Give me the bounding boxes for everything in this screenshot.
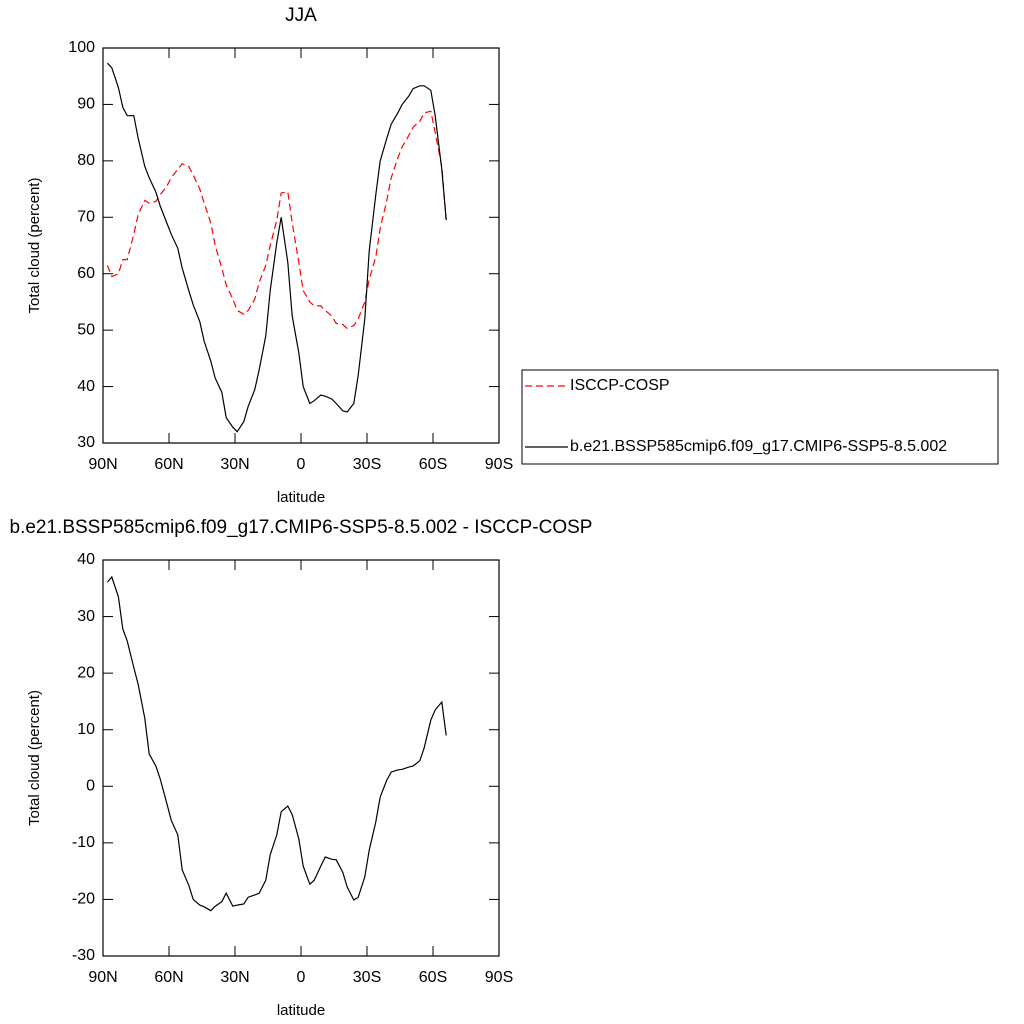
x-tick-label: 60N [154, 456, 183, 473]
x-tick-label: 90N [88, 969, 117, 986]
legend-label: ISCCP-COSP [570, 377, 670, 394]
plot-frame [102, 47, 500, 444]
y-tick-label: 40 [77, 378, 95, 395]
x-tick-label: 60S [419, 969, 447, 986]
chart-title: b.e21.BSSP585cmip6.f09_g17.CMIP6-SSP5-8.… [10, 517, 593, 538]
y-tick-label: 90 [77, 96, 95, 113]
legend-label: b.e21.BSSP585cmip6.f09_g17.CMIP6-SSP5-8.… [570, 438, 947, 455]
plot-frame [102, 559, 500, 957]
x-tick-label: 30S [353, 456, 381, 473]
y-tick-label: 50 [77, 321, 95, 338]
x-axis-label: latitude [277, 489, 325, 506]
x-tick-label: 90S [485, 969, 513, 986]
data-line [106, 110, 447, 330]
y-tick-label: 70 [77, 209, 95, 226]
y-axis-label: Total cloud (percent) [26, 178, 43, 314]
data-line [106, 575, 447, 912]
y-tick-label: 10 [77, 721, 95, 738]
y-tick-label: 0 [86, 778, 95, 795]
x-tick-label: 60N [154, 969, 183, 986]
y-tick-label: -20 [72, 891, 95, 908]
y-axis-label: Total cloud (percent) [26, 690, 43, 826]
legend: ISCCP-COSP b.e21.BSSP585cmip6.f09_g17.CMI… [521, 369, 999, 465]
y-tick-label: 20 [77, 664, 95, 681]
y-tick-label: 30 [77, 608, 95, 625]
data-line [106, 62, 447, 433]
y-tick-label: 40 [77, 551, 95, 568]
x-tick-label: 90S [485, 456, 513, 473]
y-tick-label: 100 [68, 39, 95, 56]
x-tick-label: 30N [220, 969, 249, 986]
y-tick-label: 80 [77, 152, 95, 169]
chart-title: JJA [285, 5, 317, 26]
x-tick-label: 0 [297, 969, 306, 986]
legend-box [521, 369, 999, 465]
x-axis-label: latitude [277, 1002, 325, 1019]
y-tick-label: 60 [77, 265, 95, 282]
x-tick-label: 30S [353, 969, 381, 986]
x-tick-label: 0 [297, 456, 306, 473]
x-tick-label: 90N [88, 456, 117, 473]
y-tick-label: 30 [77, 434, 95, 451]
y-tick-label: -10 [72, 834, 95, 851]
x-tick-label: 60S [419, 456, 447, 473]
y-tick-label: -30 [72, 947, 95, 964]
x-tick-label: 30N [220, 456, 249, 473]
